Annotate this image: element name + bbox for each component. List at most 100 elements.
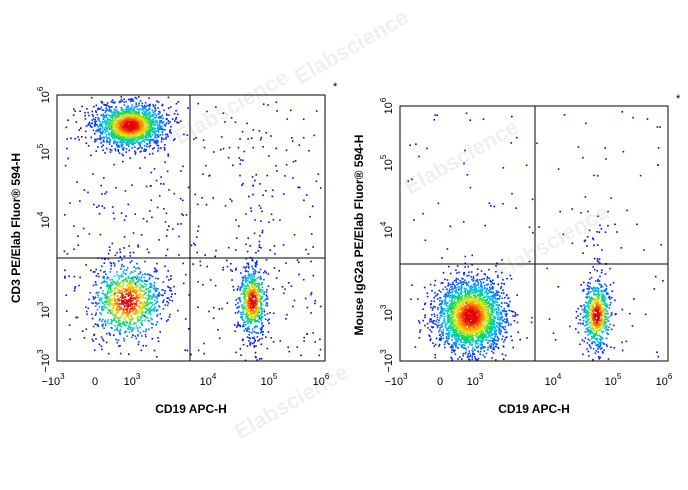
event-dot [109, 123, 112, 126]
event-dot [110, 131, 113, 133]
event-dot [120, 315, 122, 317]
event-dot [129, 107, 132, 109]
event-dot [495, 343, 497, 345]
event-dot [167, 122, 170, 125]
event-dot [121, 143, 124, 146]
event-dot [434, 343, 437, 346]
event-dot [141, 324, 143, 326]
event-dot [482, 354, 485, 356]
event-dot [146, 248, 149, 251]
event-dot [256, 298, 259, 300]
event-dot [103, 275, 105, 278]
event-dot [270, 337, 272, 339]
event-dot [243, 266, 245, 268]
event-dot [165, 122, 168, 124]
event-dot [104, 323, 107, 325]
event-dot [182, 165, 184, 168]
event-dot [138, 297, 140, 299]
event-dot [252, 309, 255, 311]
event-dot [434, 114, 437, 116]
event-dot [177, 309, 179, 312]
event-dot [117, 122, 119, 125]
event-dot [426, 147, 428, 150]
event-dot [127, 136, 130, 139]
event-dot [145, 134, 147, 137]
event-dot [114, 148, 116, 150]
event-dot [488, 277, 490, 280]
event-dot [119, 316, 121, 319]
event-dot [226, 265, 229, 268]
event-dot [113, 141, 115, 143]
event-dot [165, 138, 167, 140]
event-dot [125, 151, 127, 153]
event-dot [428, 334, 430, 337]
event-dot [585, 301, 587, 304]
event-dot [242, 283, 244, 285]
event-dot [129, 292, 131, 294]
event-dot [446, 248, 449, 250]
event-dot [485, 291, 487, 293]
event-dot [241, 282, 244, 284]
event-dot [161, 127, 164, 130]
event-dot [148, 291, 150, 294]
event-dot [129, 293, 132, 295]
event-dot [103, 303, 106, 305]
event-dot [150, 285, 152, 288]
event-dot [152, 104, 154, 106]
event-dot [167, 153, 169, 155]
event-dot [600, 228, 603, 230]
event-dot [255, 262, 257, 265]
event-dot [245, 320, 248, 323]
event-dot [440, 307, 443, 309]
event-dot [127, 302, 130, 305]
event-dot [134, 151, 137, 154]
event-dot [559, 210, 561, 213]
event-dot [137, 320, 139, 323]
event-dot [250, 309, 252, 312]
event-dot [465, 302, 467, 304]
event-dot [142, 302, 145, 305]
event-dot [424, 303, 426, 306]
event-dot [557, 286, 560, 288]
event-dot [116, 341, 119, 344]
event-dot [132, 128, 135, 131]
event-dot [145, 185, 148, 188]
event-dot [501, 309, 504, 312]
event-dot [242, 304, 245, 307]
event-dot [227, 156, 230, 159]
event-dot [135, 304, 138, 307]
event-dot [110, 149, 113, 152]
event-dot [448, 343, 450, 345]
event-dot [137, 318, 140, 321]
event-dot [461, 344, 464, 347]
event-dot [246, 291, 249, 294]
event-dot [305, 248, 307, 251]
event-dot [120, 268, 122, 270]
event-dot [92, 129, 95, 132]
event-dot [457, 282, 460, 285]
event-dot [251, 328, 254, 330]
event-dot [495, 304, 498, 306]
event-dot [119, 329, 121, 332]
event-dot [466, 355, 469, 357]
event-dot [197, 306, 199, 308]
event-dot [143, 124, 145, 127]
event-dot [144, 311, 147, 313]
event-dot [512, 315, 514, 317]
event-dot [160, 140, 163, 143]
event-dot [127, 107, 129, 109]
event-dot [112, 123, 115, 125]
event-dot [122, 321, 125, 323]
event-dot [250, 280, 253, 282]
event-dot [139, 316, 142, 318]
event-dot [260, 303, 262, 306]
event-dot [154, 121, 156, 123]
event-dot [491, 286, 493, 289]
event-dot [247, 280, 249, 282]
event-dot [121, 299, 124, 302]
event-dot [137, 343, 140, 346]
event-dot [100, 114, 102, 116]
event-dot [149, 210, 151, 212]
event-dot [293, 234, 296, 236]
event-dot [157, 294, 159, 296]
